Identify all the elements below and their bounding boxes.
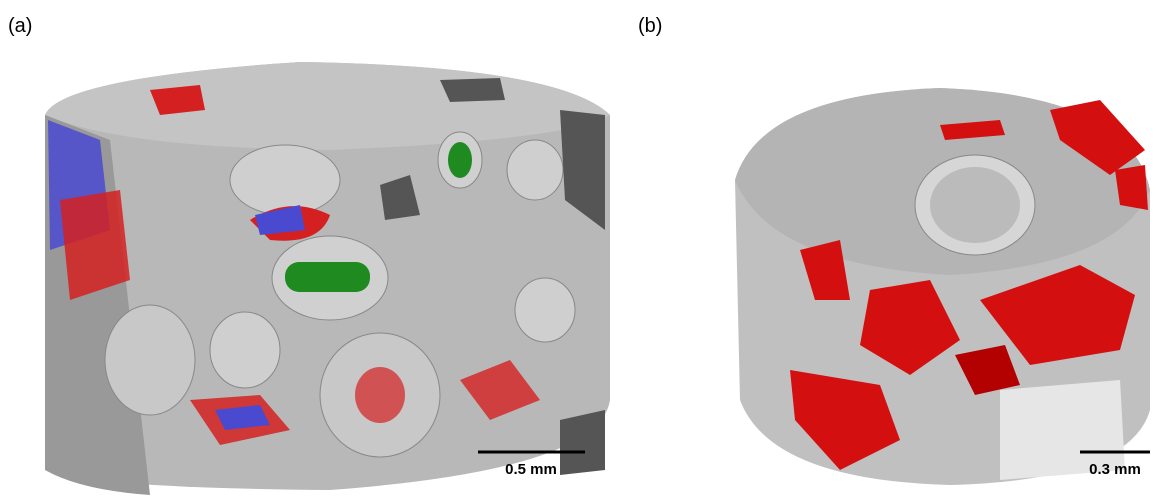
- scale-bar-label: 0.3 mm: [1089, 461, 1141, 478]
- panel-label: (a): [8, 15, 32, 37]
- figure: (a) 0.5 mm (b): [0, 0, 1157, 497]
- sample-b: [735, 88, 1150, 485]
- scale-bar-label: 0.5 mm: [505, 461, 557, 478]
- panel-label: (b): [638, 15, 662, 37]
- sample-a: [45, 62, 610, 495]
